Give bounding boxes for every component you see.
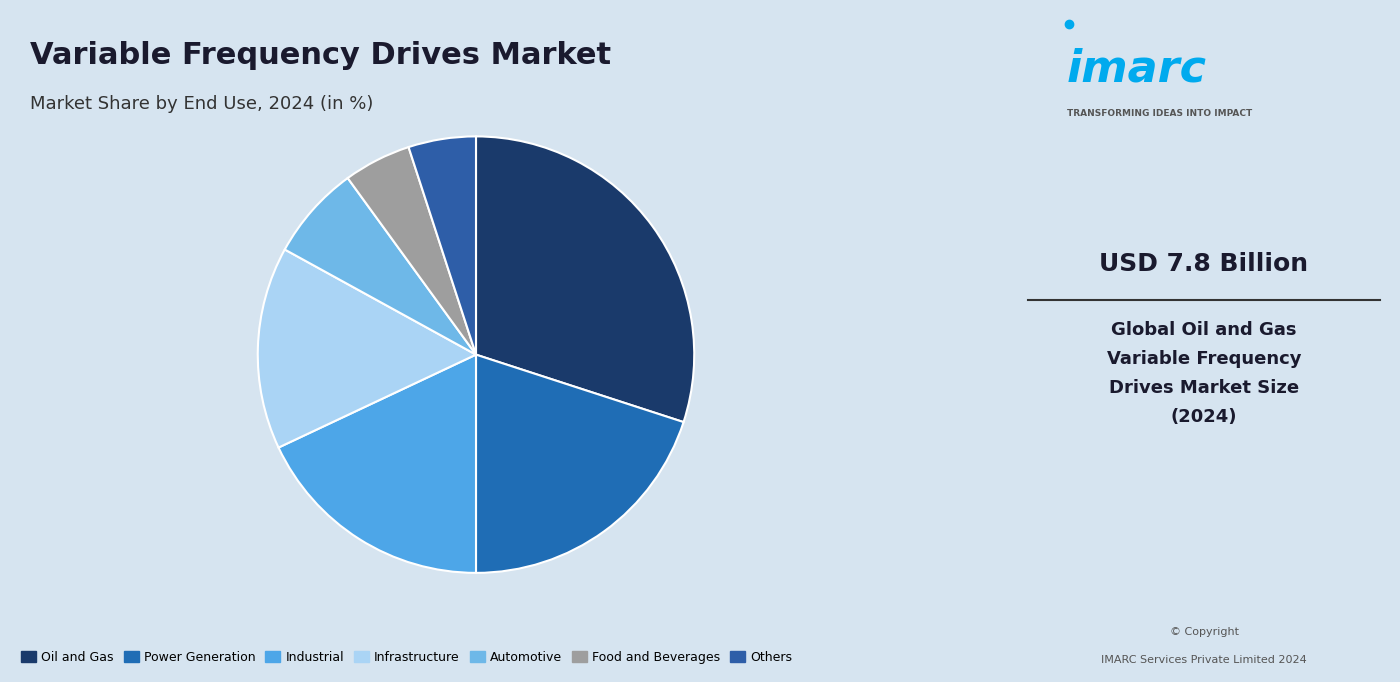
Wedge shape	[476, 355, 683, 573]
Text: Market Share by End Use, 2024 (in %): Market Share by End Use, 2024 (in %)	[31, 95, 374, 113]
Wedge shape	[409, 136, 476, 355]
Text: Variable Frequency Drives Market: Variable Frequency Drives Market	[31, 41, 612, 70]
Wedge shape	[347, 147, 476, 355]
Legend: Oil and Gas, Power Generation, Industrial, Infrastructure, Automotive, Food and : Oil and Gas, Power Generation, Industria…	[17, 646, 797, 669]
Text: © Copyright: © Copyright	[1169, 627, 1239, 638]
Text: IMARC Services Private Limited 2024: IMARC Services Private Limited 2024	[1102, 655, 1306, 665]
Text: TRANSFORMING IDEAS INTO IMPACT: TRANSFORMING IDEAS INTO IMPACT	[1067, 109, 1252, 118]
Text: USD 7.8 Billion: USD 7.8 Billion	[1099, 252, 1309, 276]
Text: Global Oil and Gas
Variable Frequency
Drives Market Size
(2024): Global Oil and Gas Variable Frequency Dr…	[1107, 321, 1301, 426]
Wedge shape	[258, 250, 476, 447]
Wedge shape	[279, 355, 476, 573]
Wedge shape	[284, 178, 476, 355]
Wedge shape	[476, 136, 694, 422]
Text: imarc: imarc	[1067, 48, 1207, 91]
